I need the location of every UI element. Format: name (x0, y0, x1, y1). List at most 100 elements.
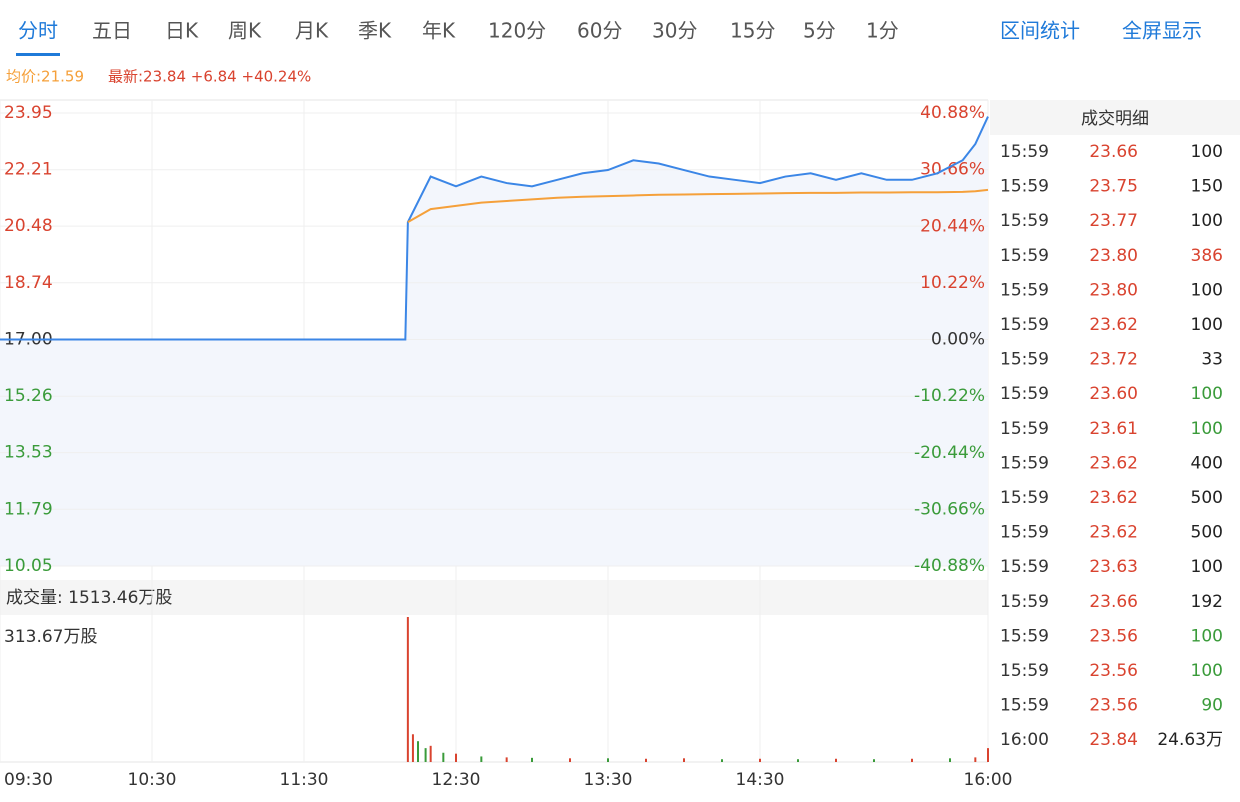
trade-volume: 500 (1191, 523, 1223, 543)
volume-bar (480, 756, 483, 762)
trade-time: 15:59 (1000, 453, 1049, 473)
volume-bar (835, 758, 837, 762)
trade-time: 15:59 (1000, 661, 1049, 681)
trade-volume: 100 (1191, 280, 1223, 300)
x-tick-label: 10:30 (128, 770, 177, 790)
volume-bar (759, 758, 761, 762)
volume-bar (424, 748, 427, 762)
x-tick-label: 13:30 (584, 770, 633, 790)
tab[interactable]: 1分 (866, 19, 899, 43)
tab[interactable]: 月K (295, 19, 329, 43)
tab[interactable]: 季K (358, 19, 392, 43)
trade-volume: 500 (1191, 488, 1223, 508)
trade-price: 23.61 (1089, 419, 1138, 439)
trade-price: 23.62 (1089, 488, 1138, 508)
y-tick-label: 22.21 (4, 160, 53, 180)
trade-price: 23.66 (1089, 592, 1138, 612)
trade-time: 15:59 (1000, 246, 1049, 266)
trade-volume: 100 (1191, 661, 1223, 681)
trade-time: 15:59 (1000, 488, 1049, 508)
trade-time: 15:59 (1000, 280, 1049, 300)
tab[interactable]: 60分 (577, 19, 622, 43)
table-header-bg (990, 100, 1240, 135)
trade-price: 23.75 (1089, 177, 1138, 197)
trade-volume: 24.63万 (1157, 730, 1223, 750)
trade-time: 15:59 (1000, 592, 1049, 612)
tab[interactable]: 30分 (652, 19, 697, 43)
y2-tick-label: 10.22% (920, 273, 985, 293)
tab[interactable]: 15分 (730, 19, 775, 43)
volume-bar (569, 758, 571, 762)
trade-time: 15:59 (1000, 315, 1049, 335)
trade-volume: 150 (1191, 177, 1223, 197)
trade-time: 15:59 (1000, 177, 1049, 197)
tab[interactable]: 年K (422, 19, 456, 43)
trade-volume: 90 (1201, 696, 1223, 716)
y-tick-label: 11.79 (4, 499, 53, 519)
latest-price: 最新:23.84 +6.84 +40.24% (108, 68, 311, 86)
tab[interactable]: 五日 (92, 19, 132, 43)
volume-bar (911, 758, 913, 762)
y-tick-label: 10.05 (4, 556, 53, 576)
volume-bar (505, 757, 508, 762)
trade-volume: 100 (1191, 315, 1223, 335)
trade-volume: 386 (1191, 246, 1223, 266)
volume-bar (442, 752, 445, 762)
trade-time: 15:59 (1000, 142, 1049, 162)
tab[interactable]: 日K (165, 19, 199, 43)
table-title: 成交明细 (1081, 109, 1149, 129)
volume-bar (683, 758, 685, 762)
trade-time: 15:59 (1000, 384, 1049, 404)
volume-bar (607, 758, 609, 762)
trade-price: 23.62 (1089, 315, 1138, 335)
volume-bar (417, 741, 419, 762)
volume-bar (949, 758, 951, 762)
trade-price: 23.60 (1089, 384, 1138, 404)
volume-bar (645, 758, 647, 762)
trade-volume: 100 (1191, 142, 1223, 162)
trade-volume: 192 (1191, 592, 1223, 612)
volume-bar (721, 759, 723, 762)
trade-volume: 100 (1191, 384, 1223, 404)
volume-bar (974, 757, 977, 762)
average-price: 均价:21.59 (6, 68, 84, 86)
y-tick-label: 23.95 (4, 103, 53, 123)
volume-bar (455, 753, 457, 762)
y2-tick-label: 30.66% (920, 160, 985, 180)
volume-bar (531, 757, 533, 762)
y-tick-label: 13.53 (4, 443, 53, 463)
y2-tick-label: 0.00% (931, 330, 985, 350)
tab[interactable]: 周K (228, 19, 262, 43)
tab[interactable]: 120分 (488, 19, 546, 43)
volume-bar (406, 617, 409, 762)
y2-tick-label: 20.44% (920, 216, 985, 236)
trade-time: 15:59 (1000, 696, 1049, 716)
trade-volume: 100 (1191, 557, 1223, 577)
trade-time: 15:59 (1000, 626, 1049, 646)
y2-tick-label: -10.22% (914, 386, 985, 406)
trade-time: 15:59 (1000, 523, 1049, 543)
tab-underline (16, 53, 60, 56)
trade-price: 23.72 (1089, 350, 1138, 370)
volume-bar (429, 745, 432, 762)
trade-price: 23.66 (1089, 142, 1138, 162)
trade-volume: 100 (1191, 211, 1223, 231)
trade-time: 15:59 (1000, 557, 1049, 577)
tab[interactable]: 5分 (803, 19, 836, 43)
price-area (0, 116, 988, 566)
trade-price: 23.56 (1089, 696, 1138, 716)
y-tick-label: 20.48 (4, 216, 53, 236)
y2-tick-label: 40.88% (920, 103, 985, 123)
y2-tick-label: -20.44% (914, 443, 985, 463)
trade-price: 23.84 (1089, 730, 1138, 750)
y2-tick-label: -40.88% (914, 556, 985, 576)
volume-title: 成交量: 1513.46万股 (6, 588, 172, 608)
trade-time: 16:00 (1000, 730, 1049, 750)
trade-volume: 33 (1201, 350, 1223, 370)
header-link[interactable]: 区间统计 (1000, 19, 1080, 43)
tab[interactable]: 分时 (18, 19, 58, 43)
x-tick-label: 14:30 (736, 770, 785, 790)
trade-price: 23.80 (1089, 246, 1138, 266)
header-link[interactable]: 全屏显示 (1122, 19, 1202, 43)
